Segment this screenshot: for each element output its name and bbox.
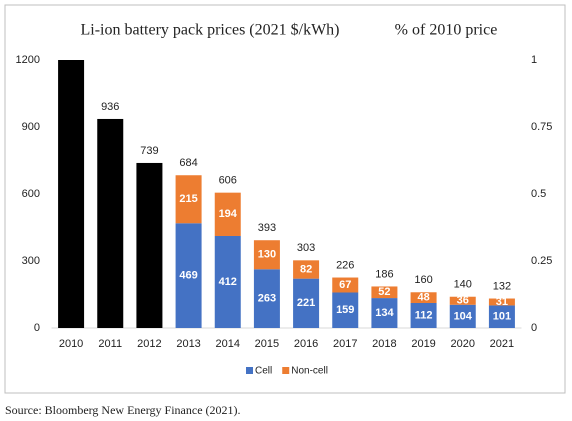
bar-segment (488, 305, 515, 328)
total-label: 140 (454, 279, 472, 291)
legend-swatch (282, 367, 290, 374)
bar-segment (293, 278, 320, 328)
segment-label: 52 (378, 286, 390, 298)
segment-label: 31 (496, 296, 508, 308)
x-tick-label: 2019 (411, 338, 435, 350)
x-tick-label: 2014 (216, 338, 240, 350)
source: Source: Bloomberg New Energy Finance (20… (5, 403, 241, 417)
total-label: 160 (414, 274, 432, 286)
y2-tick-label: 0.5 (531, 188, 546, 200)
total-label: 132 (493, 280, 511, 292)
x-tick-label: 2011 (98, 338, 122, 350)
x-tick-label: 2016 (294, 338, 318, 350)
bar-segment (175, 223, 202, 328)
legend-label: Cell (255, 366, 272, 377)
total-label: 303 (297, 242, 315, 254)
chart-title: Li-ion battery pack prices (2021 $/kWh) (80, 22, 339, 39)
bar-segment (449, 296, 476, 305)
bar-segment (253, 269, 280, 328)
total-label: 186 (375, 268, 393, 280)
segment-label: 412 (219, 276, 237, 288)
y2-tick-label: 0.25 (531, 255, 552, 267)
bar-segment (332, 292, 359, 328)
segment-label: 159 (336, 304, 354, 316)
segment-label: 112 (415, 309, 433, 321)
y2-tick-label: 1 (531, 54, 537, 66)
bar-segment (410, 302, 437, 328)
bar-segment (293, 260, 320, 279)
value-label: 739 (140, 145, 158, 157)
total-label: 606 (219, 175, 237, 187)
x-tick-label: 2012 (137, 338, 161, 350)
y-tick-label: 0 (34, 322, 40, 334)
segment-label: 101 (493, 311, 511, 323)
segment-label: 36 (457, 295, 469, 307)
x-tick-label: 2020 (451, 338, 475, 350)
segment-label: 194 (219, 208, 238, 220)
segment-label: 82 (300, 263, 312, 275)
segment-label: 263 (258, 293, 276, 305)
total-label: 226 (336, 259, 354, 271)
bar-segment (175, 175, 202, 224)
bar (97, 118, 124, 329)
segment-label: 48 (417, 292, 429, 304)
y-tick-label: 900 (22, 121, 40, 133)
x-tick-label: 2010 (59, 338, 83, 350)
y2-title: % of 2010 price (395, 22, 498, 39)
chart-frame (4, 4, 566, 394)
bar-segment (371, 298, 398, 328)
y-tick-label: 600 (22, 188, 40, 200)
bar-segment (332, 277, 359, 293)
bar-segment (488, 298, 515, 306)
x-tick-label: 2018 (372, 338, 396, 350)
y2-tick-label: 0 (531, 322, 537, 334)
y-tick-label: 1200 (16, 54, 40, 66)
bar-segment (410, 292, 437, 303)
y2-tick-label: 0.75 (531, 121, 552, 133)
bar-segment (371, 286, 398, 299)
segment-label: 221 (297, 297, 315, 309)
segment-label: 130 (258, 249, 276, 261)
legend-label: Non-cell (291, 366, 328, 377)
segment-label: 469 (179, 270, 197, 282)
x-tick-label: 2013 (176, 338, 200, 350)
bar-segment (253, 240, 280, 270)
bar (58, 60, 85, 328)
value-label: 936 (101, 101, 119, 113)
total-label: 684 (179, 157, 197, 169)
x-tick-label: 2017 (333, 338, 357, 350)
segment-label: 67 (339, 279, 351, 291)
x-tick-label: 2015 (255, 338, 279, 350)
segment-label: 104 (454, 310, 473, 322)
y-tick-label: 300 (22, 255, 40, 267)
x-tick-label: 2021 (490, 338, 514, 350)
total-label: 393 (258, 222, 276, 234)
legend-swatch (246, 367, 253, 374)
bar (136, 162, 163, 328)
segment-label: 215 (179, 193, 197, 205)
bar-segment (214, 192, 241, 236)
bar-segment (214, 235, 241, 328)
segment-label: 134 (375, 307, 394, 319)
bar-segment (449, 304, 476, 328)
